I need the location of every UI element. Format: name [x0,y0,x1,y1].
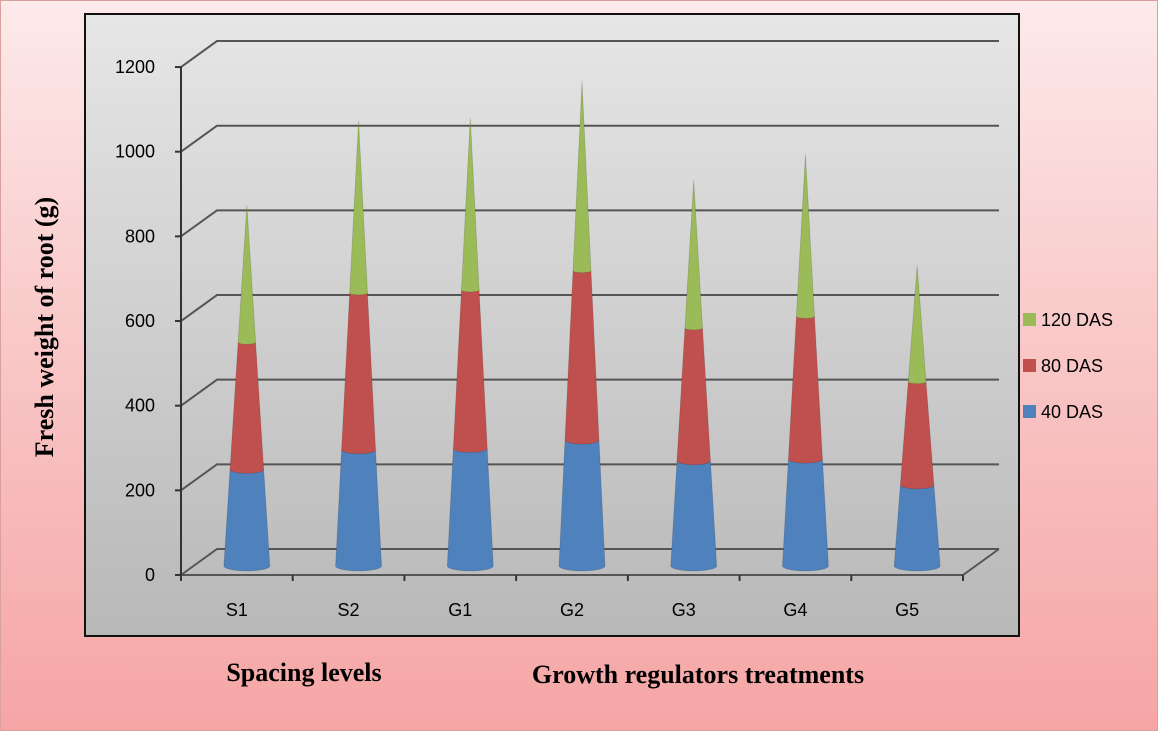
x-axis-title-spacing: Spacing levels [226,658,381,687]
y-tick-label: 600 [125,311,155,331]
y-tick-label: 800 [125,226,155,246]
bar-segment-120-das-G3 [684,179,703,331]
legend-swatch [1023,313,1036,326]
legend: 120 DAS 80 DAS 40 DAS [1023,310,1113,422]
bar-segment-120-das-S1 [237,204,257,345]
bar-segment-40-das-G3 [670,457,718,572]
bar-segment-120-das-S2 [349,120,368,296]
legend-label: 80 DAS [1041,356,1103,376]
legend-swatch [1023,405,1036,418]
gridline [180,378,999,407]
cone-G1 [446,117,494,572]
cone-S2 [335,120,382,572]
bar-segment-40-das-S1 [223,465,271,572]
cone-G3 [670,179,718,572]
x-tick-label: G5 [895,600,919,620]
cone-G5 [893,265,941,572]
y-tick-label: 1000 [115,142,155,162]
gridline [180,209,999,238]
y-tick-label: 1200 [115,57,155,77]
x-tick-labels: S1 S2 G1 G2 G3 G4 G5 [226,600,919,620]
y-axis-title: Fresh weight of root (g) [30,197,59,457]
bars [223,81,941,572]
bar-segment-40-das-S2 [335,445,382,572]
cone-S1 [223,204,271,572]
x-tick-label: G4 [783,600,807,620]
x-tick-label: S2 [338,600,360,620]
cone-G2 [558,81,606,572]
bar-segment-40-das-G4 [782,455,829,572]
bar-segment-40-das-G5 [893,481,941,572]
x-tick-label: G3 [672,600,696,620]
y-tick-labels: 0 200 400 600 800 1000 1200 [115,57,155,585]
cone-G4 [782,154,829,572]
axes [175,66,964,581]
bar-segment-40-das-G2 [558,436,606,572]
gridlines [180,40,1000,576]
y-tick-label: 400 [125,396,155,416]
bar-segment-120-das-G2 [572,81,592,274]
legend-label: 120 DAS [1041,310,1113,330]
x-tick-label: G2 [560,600,584,620]
gridline [180,294,999,322]
y-tick-label: 0 [145,565,155,585]
x-axis-title-growth-regulators: Growth regulators treatments [532,660,864,689]
gridline [180,548,999,576]
legend-label: 40 DAS [1041,402,1103,422]
gridline [180,463,999,492]
gridline [180,124,999,153]
gridline [180,40,999,68]
bar-segment-120-das-G1 [461,117,480,293]
x-tick-label: G1 [448,600,472,620]
x-tick-label: S1 [226,600,248,620]
bar-segment-120-das-G5 [907,265,927,385]
legend-swatch [1023,359,1036,372]
bar-segment-40-das-G1 [446,444,494,572]
y-tick-label: 200 [125,480,155,500]
bar-segment-120-das-G4 [795,154,815,319]
